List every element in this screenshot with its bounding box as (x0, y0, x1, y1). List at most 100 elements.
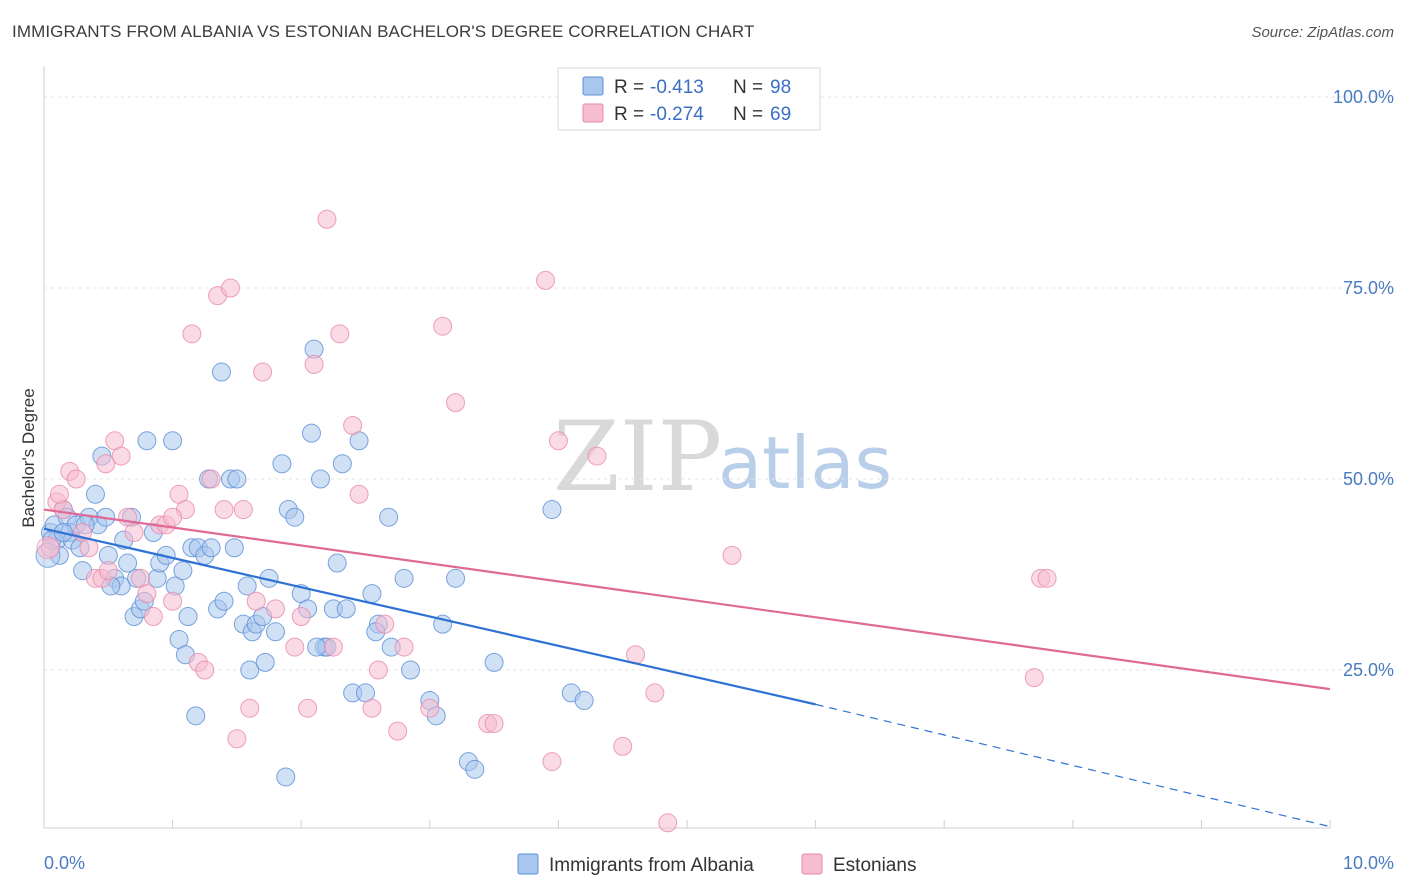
estonian-point (195, 660, 215, 680)
estonian-point (645, 683, 665, 703)
albania-point (276, 767, 296, 787)
chart-title: IMMIGRANTS FROM ALBANIA VS ESTONIAN BACH… (12, 22, 755, 41)
estonian-r-label: R = (614, 104, 644, 125)
series-estonian-points (36, 209, 1057, 833)
albania-point (163, 431, 183, 451)
albania-trend-extension (815, 703, 1331, 828)
albania-point (265, 622, 285, 642)
estonian-point (98, 561, 118, 581)
estonian-point (265, 599, 285, 619)
y-axis-label: Bachelor's Degree (19, 388, 38, 527)
albania-point (186, 706, 206, 726)
estonian-point (143, 607, 163, 627)
estonian-point (536, 270, 556, 290)
estonian-point (291, 607, 311, 627)
estonian-point (446, 393, 466, 413)
bottom-legend-albania-swatch[interactable] (517, 853, 539, 875)
estonian-point (613, 736, 633, 756)
estonian-point (1037, 568, 1057, 588)
estonian-point (298, 698, 318, 718)
albania-point (327, 553, 347, 573)
estonian-point (658, 813, 678, 833)
albania-r-value: -0.413 (650, 77, 704, 98)
albania-point (227, 469, 247, 489)
albania-point (446, 568, 466, 588)
albania-point (178, 607, 198, 627)
y-tick-label: 100.0% (1333, 87, 1394, 107)
estonian-point (246, 591, 266, 611)
bottom-legend-estonian-swatch[interactable] (801, 853, 823, 875)
bottom-legend: Immigrants from Albania Estonians (517, 853, 916, 876)
estonian-point (349, 484, 369, 504)
albania-point (574, 691, 594, 711)
estonian-point (394, 637, 414, 657)
estonian-point (137, 584, 157, 604)
albania-swatch (582, 76, 604, 96)
estonian-point (227, 729, 247, 749)
albania-point (211, 362, 231, 382)
estonian-point (323, 637, 343, 657)
estonian-point (96, 454, 116, 474)
albania-point (394, 568, 414, 588)
albania-point (379, 507, 399, 527)
estonian-point (201, 469, 221, 489)
bottom-legend-estonian-label[interactable]: Estonians (833, 855, 916, 876)
watermark-atlas: atlas (718, 421, 892, 505)
y-tick-label: 75.0% (1343, 278, 1394, 298)
albania-point (85, 484, 105, 504)
estonian-point (362, 698, 382, 718)
albania-point (336, 599, 356, 619)
albania-n-label: N = (733, 77, 763, 98)
albania-point (362, 584, 382, 604)
albania-point (542, 500, 562, 520)
estonian-point (253, 362, 273, 382)
albania-point (173, 561, 193, 581)
estonian-point (317, 209, 337, 229)
estonian-point (542, 752, 562, 772)
y-tick-label: 50.0% (1343, 469, 1394, 489)
x-axis-ticks (43, 820, 1331, 828)
albania-point (285, 507, 305, 527)
estonian-point (163, 591, 183, 611)
estonian-n-value: 69 (770, 104, 791, 125)
estonian-point (722, 545, 742, 565)
estonian-point (368, 660, 388, 680)
estonian-point (66, 469, 86, 489)
estonian-point (433, 316, 453, 336)
estonian-point (548, 431, 568, 451)
series-albania-points (35, 339, 594, 787)
albania-point (240, 660, 260, 680)
estonian-point (375, 614, 395, 634)
estonian-swatch (582, 103, 604, 123)
estonian-point (111, 446, 131, 466)
estonian-point (484, 713, 504, 733)
estonian-point (285, 637, 305, 657)
estonian-point (49, 484, 69, 504)
albania-point (484, 652, 504, 672)
albania-point (310, 469, 330, 489)
x-tick-label-max: 10.0% (1343, 853, 1394, 873)
estonian-point (214, 500, 234, 520)
albania-r-label: R = (614, 77, 644, 98)
source-credit: Source: ZipAtlas.com (1251, 24, 1394, 41)
bottom-legend-albania-label[interactable]: Immigrants from Albania (549, 855, 754, 876)
albania-point (237, 576, 257, 596)
albania-point (465, 759, 485, 779)
estonian-point (182, 324, 202, 344)
estonian-point (36, 536, 60, 560)
albania-point (137, 431, 157, 451)
y-tick-labels: 25.0% 50.0% 75.0% 100.0% (1333, 87, 1394, 680)
estonian-point (420, 698, 440, 718)
trend-lines (43, 508, 1331, 828)
albania-point (255, 652, 275, 672)
estonian-r-value: -0.274 (650, 104, 704, 125)
albania-point (401, 660, 421, 680)
estonian-point (587, 446, 607, 466)
x-tick-label-min: 0.0% (44, 853, 85, 873)
estonian-point (233, 500, 253, 520)
albania-point (224, 538, 244, 558)
albania-point (332, 454, 352, 474)
watermark-zip: ZIP (553, 401, 722, 513)
estonian-point (343, 416, 363, 436)
